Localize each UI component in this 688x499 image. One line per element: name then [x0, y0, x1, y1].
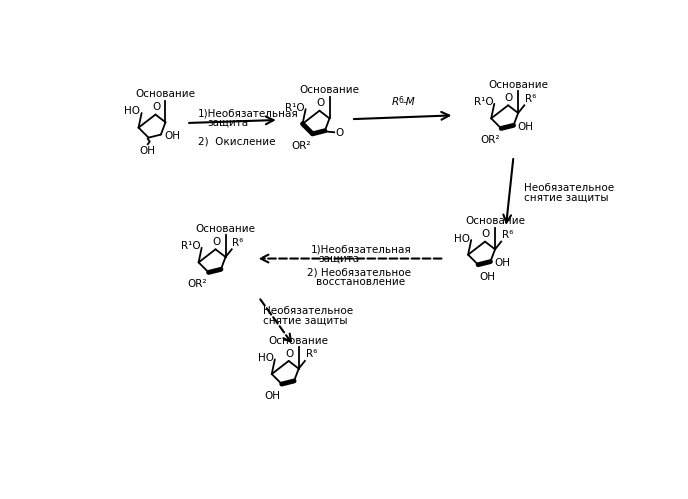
Text: OH: OH — [517, 122, 533, 132]
Text: R¹O: R¹O — [286, 103, 305, 113]
Text: OR²: OR² — [188, 279, 207, 289]
Text: OH: OH — [479, 271, 495, 281]
Text: O: O — [212, 237, 220, 247]
Text: R⁶: R⁶ — [233, 238, 244, 248]
Text: Необязательное: Необязательное — [264, 306, 354, 316]
Text: защита: защита — [207, 118, 248, 128]
Text: O: O — [482, 229, 490, 240]
Text: -M: -M — [402, 97, 416, 107]
Text: снятие защиты: снятие защиты — [264, 315, 347, 325]
Text: O: O — [336, 128, 344, 138]
Text: снятие защиты: снятие защиты — [524, 192, 608, 202]
Text: 1)Необязательная: 1)Необязательная — [198, 108, 299, 118]
Text: OR²: OR² — [292, 141, 311, 151]
Text: R⁶: R⁶ — [305, 349, 317, 359]
Text: 2)  Окисление: 2) Окисление — [198, 137, 275, 147]
Text: O: O — [316, 98, 324, 108]
Text: R: R — [392, 97, 399, 107]
Text: HO: HO — [258, 353, 274, 363]
Text: Основание: Основание — [299, 85, 360, 95]
Text: R⁶: R⁶ — [525, 94, 537, 104]
Text: HO: HO — [454, 234, 471, 244]
Text: OH: OH — [494, 258, 510, 268]
Text: Основание: Основание — [269, 335, 329, 345]
Text: 6: 6 — [399, 95, 404, 104]
Text: OR²: OR² — [480, 135, 499, 145]
Text: Основание: Основание — [488, 80, 548, 90]
Text: OH: OH — [264, 391, 280, 401]
Text: восстановление: восстановление — [316, 277, 405, 287]
Text: 2) Необязательное: 2) Необязательное — [307, 268, 411, 278]
Text: O: O — [286, 349, 294, 359]
Text: Основание: Основание — [136, 89, 195, 99]
Text: Необязательное: Необязательное — [524, 183, 614, 193]
Text: OH: OH — [140, 146, 155, 156]
Text: R¹O: R¹O — [181, 241, 201, 251]
Text: Основание: Основание — [195, 224, 255, 234]
Text: Основание: Основание — [465, 216, 525, 226]
Text: O: O — [505, 93, 513, 103]
Text: OH: OH — [164, 131, 181, 141]
Text: 1)Необязательная: 1)Необязательная — [311, 245, 412, 254]
Text: R⁶: R⁶ — [502, 230, 513, 240]
Text: O: O — [152, 102, 160, 112]
Text: HO: HO — [124, 106, 140, 116]
Text: защита: защита — [318, 254, 359, 264]
Text: R¹O: R¹O — [474, 97, 493, 107]
